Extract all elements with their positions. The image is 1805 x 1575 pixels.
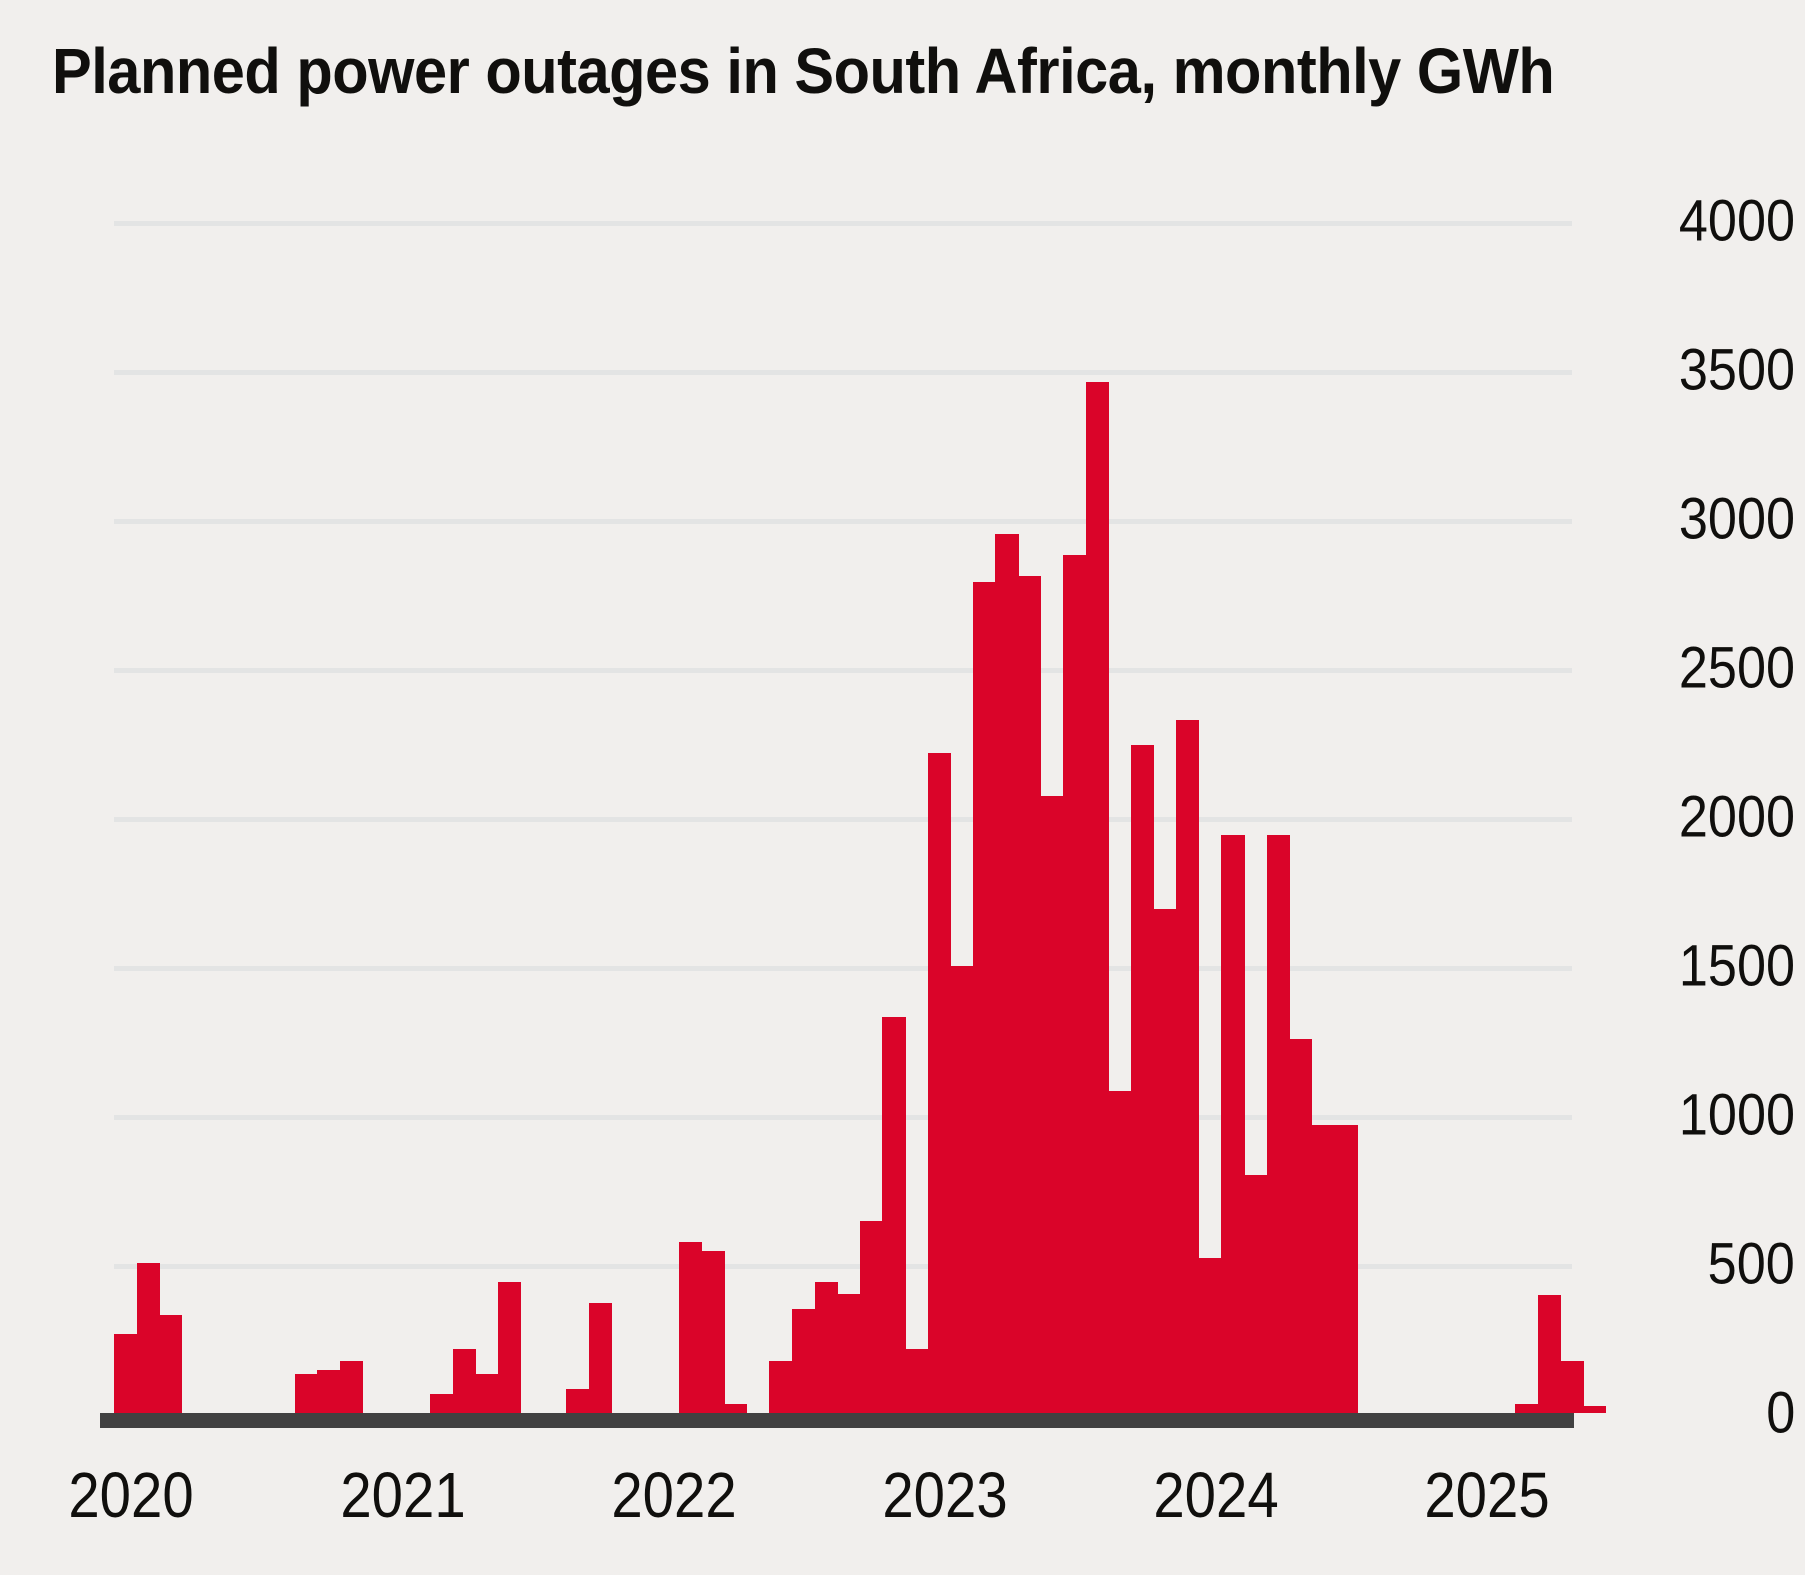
bar bbox=[972, 581, 996, 1413]
bar bbox=[769, 1360, 793, 1413]
x-axis-tick-label-2021: 2021 bbox=[339, 1459, 466, 1531]
bar bbox=[905, 1348, 929, 1413]
gridline bbox=[114, 817, 1572, 822]
bar bbox=[701, 1250, 725, 1413]
bar bbox=[927, 752, 951, 1413]
bar bbox=[995, 533, 1019, 1413]
bar bbox=[1040, 796, 1064, 1413]
bar bbox=[1085, 381, 1109, 1413]
x-axis-tick-label-2023: 2023 bbox=[882, 1459, 1008, 1531]
plot-area bbox=[114, 221, 1607, 1413]
bar bbox=[1063, 554, 1087, 1413]
x-axis-tick-label-2024: 2024 bbox=[1153, 1459, 1279, 1531]
bar bbox=[1515, 1404, 1539, 1413]
bar bbox=[340, 1360, 364, 1413]
bar bbox=[1018, 575, 1042, 1413]
gridline bbox=[114, 370, 1572, 375]
x-axis-line bbox=[100, 1413, 1574, 1428]
bar bbox=[1334, 1125, 1358, 1413]
bar bbox=[136, 1262, 160, 1413]
bar bbox=[430, 1393, 454, 1413]
y-axis-labels: 4000 3500 3000 2500 2000 1500 1000 500 0 bbox=[1585, 0, 1805, 1575]
bar bbox=[814, 1281, 838, 1413]
y-axis-tick-label: 3000 bbox=[1678, 486, 1795, 552]
bar bbox=[1176, 720, 1200, 1413]
gridline bbox=[114, 668, 1572, 673]
y-axis-tick-label: 0 bbox=[1765, 1380, 1795, 1446]
bar bbox=[1153, 909, 1177, 1413]
bar bbox=[1131, 745, 1155, 1413]
bar bbox=[1537, 1295, 1561, 1413]
bar bbox=[566, 1389, 590, 1413]
bar bbox=[114, 1334, 138, 1413]
y-axis-tick-label: 3500 bbox=[1678, 337, 1795, 403]
gridline bbox=[114, 519, 1572, 524]
x-axis-tick-label-2025: 2025 bbox=[1424, 1459, 1550, 1531]
bar bbox=[317, 1369, 341, 1413]
x-axis-tick-label-2022: 2022 bbox=[611, 1459, 737, 1531]
bar bbox=[1198, 1258, 1222, 1413]
bar bbox=[588, 1302, 612, 1413]
page-title: Planned power outages in South Africa, m… bbox=[52, 35, 1555, 107]
bar bbox=[1583, 1405, 1607, 1413]
y-axis-tick-label: 4000 bbox=[1678, 188, 1795, 254]
y-axis-tick-label: 500 bbox=[1707, 1231, 1795, 1297]
bar bbox=[475, 1374, 499, 1413]
bar bbox=[498, 1281, 522, 1413]
bar bbox=[1311, 1125, 1335, 1413]
bar bbox=[882, 1016, 906, 1413]
y-axis-tick-label: 2000 bbox=[1678, 784, 1795, 850]
y-axis-tick-label: 1500 bbox=[1678, 933, 1795, 999]
bar bbox=[1108, 1091, 1132, 1413]
bar bbox=[837, 1293, 861, 1413]
gridline bbox=[114, 1264, 1572, 1269]
bar bbox=[724, 1404, 748, 1413]
bar bbox=[1289, 1039, 1313, 1413]
x-axis-tick-label-2020: 2020 bbox=[68, 1459, 194, 1531]
bar bbox=[1221, 834, 1245, 1413]
bar bbox=[1560, 1360, 1584, 1413]
gridline bbox=[114, 1115, 1572, 1120]
bar bbox=[1244, 1174, 1268, 1413]
gridline bbox=[114, 221, 1572, 226]
bar bbox=[859, 1220, 883, 1413]
bar bbox=[1266, 834, 1290, 1413]
gridline bbox=[114, 966, 1572, 971]
bar bbox=[792, 1308, 816, 1413]
y-axis-tick-label: 1000 bbox=[1678, 1082, 1795, 1148]
bar bbox=[950, 966, 974, 1413]
bar bbox=[453, 1348, 477, 1413]
bar bbox=[159, 1314, 183, 1413]
bar bbox=[294, 1374, 318, 1413]
y-axis-tick-label: 2500 bbox=[1678, 635, 1795, 701]
bar bbox=[679, 1241, 703, 1413]
